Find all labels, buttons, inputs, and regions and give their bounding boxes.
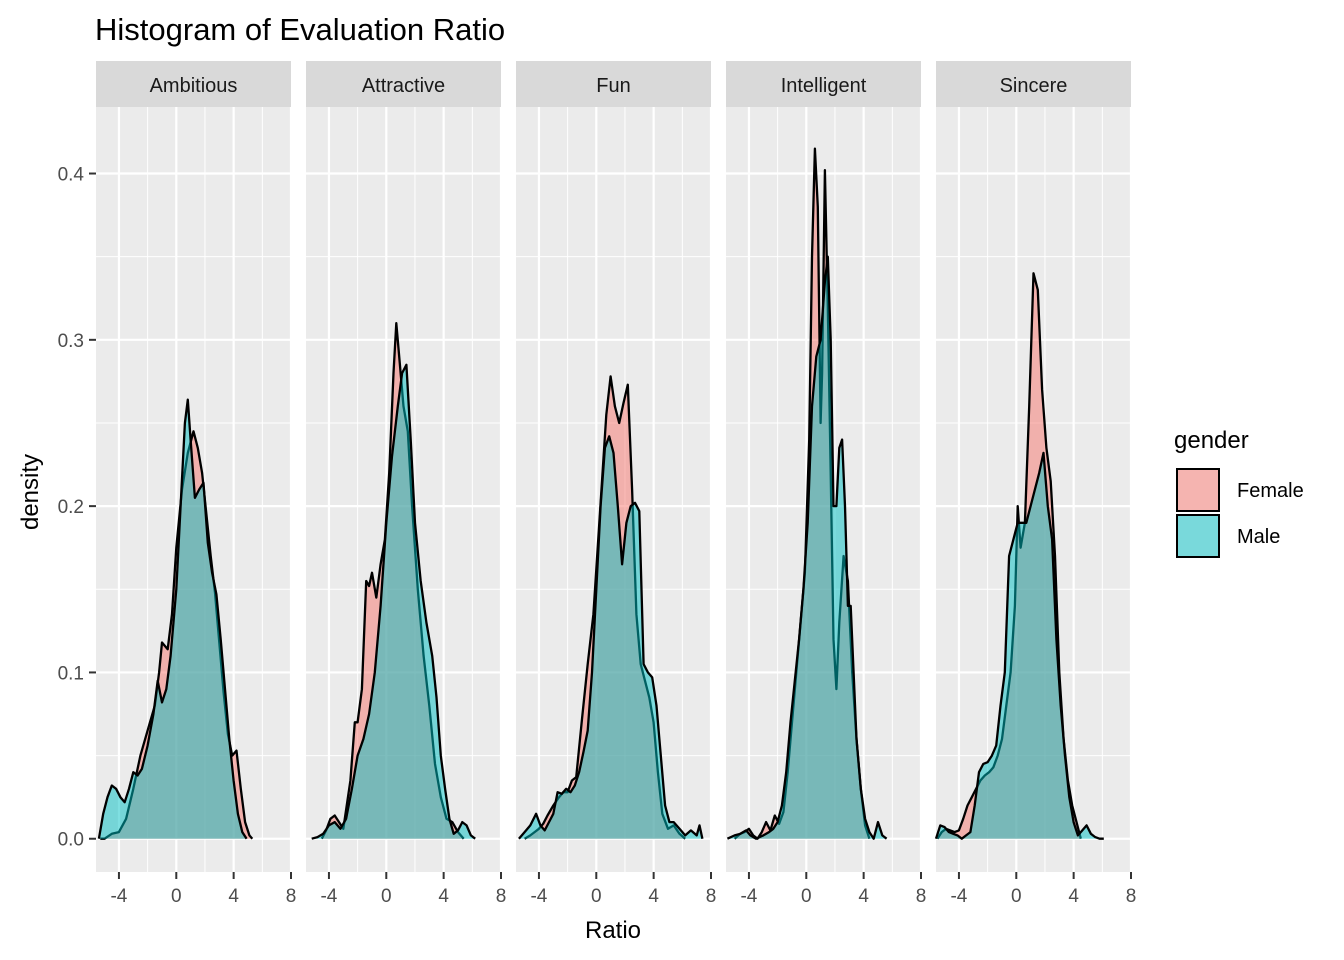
density-line-intelligent-male — [726, 255, 888, 840]
x-tick-label: 0 — [801, 886, 812, 907]
strip-intelligent — [726, 61, 921, 107]
y-axis: 0.0 0.1 0.2 0.3 0.4 — [58, 165, 96, 851]
panel-sincere: Sincere -4 0 4 8 — [934, 61, 1137, 907]
strip-label-intelligent: Intelligent — [781, 75, 867, 97]
strip-label-sincere: Sincere — [1000, 75, 1068, 97]
y-tick-label: 0.0 — [58, 830, 84, 851]
panel-attractive: Attractive -4 0 4 8 — [306, 61, 506, 907]
x-tick-label: -4 — [320, 886, 337, 907]
x-tick-label: 8 — [286, 886, 297, 907]
x-tick-label: 4 — [1068, 886, 1079, 907]
legend: gender Female Male — [1174, 427, 1304, 558]
x-tick-label: 8 — [706, 886, 717, 907]
density-line-fun-male — [518, 435, 704, 840]
x-tick-label: 8 — [496, 886, 507, 907]
strip-label-ambitious: Ambitious — [150, 75, 238, 97]
x-tick-label: 0 — [591, 886, 602, 907]
x-tick-label: -4 — [740, 886, 757, 907]
density-line-attractive-male — [311, 363, 476, 840]
strip-ambitious — [96, 61, 291, 107]
chart-title: Histogram of Evaluation Ratio — [95, 12, 505, 47]
legend-swatch-female — [1176, 468, 1220, 512]
density-line-sincere-male — [934, 451, 1104, 840]
strip-fun — [516, 61, 711, 107]
x-tick-label: 0 — [381, 886, 392, 907]
x-tick-label: 4 — [648, 886, 659, 907]
density-line-ambitious-male — [97, 398, 248, 840]
x-tick-label: -4 — [110, 886, 127, 907]
strip-sincere — [936, 61, 1131, 107]
x-tick-label: 4 — [438, 886, 449, 907]
panel-fun: Fun -4 0 4 8 — [516, 61, 716, 907]
legend-label-male: Male — [1237, 526, 1280, 548]
legend-swatch-male — [1176, 514, 1220, 558]
x-tick-label: -4 — [530, 886, 547, 907]
panel-ambitious: Ambitious -4 0 4 8 — [96, 61, 296, 907]
strip-label-fun: Fun — [596, 75, 630, 97]
strip-attractive — [306, 61, 501, 107]
y-tick-label: 0.4 — [58, 165, 85, 186]
legend-label-female: Female — [1237, 480, 1304, 502]
y-axis-label: density — [17, 454, 44, 530]
legend-items: Female Male — [1176, 468, 1304, 558]
density-area-attractive-male — [311, 364, 476, 839]
strip-label-attractive: Attractive — [362, 75, 445, 97]
density-area-sincere-male — [936, 452, 1104, 839]
legend-item-male: Male — [1176, 514, 1280, 558]
x-tick-label: -4 — [950, 886, 967, 907]
x-tick-label: 8 — [916, 886, 927, 907]
x-tick-label: 8 — [1126, 886, 1137, 907]
y-tick-label: 0.2 — [58, 497, 84, 518]
x-tick-label: 4 — [858, 886, 869, 907]
y-tick-label: 0.1 — [58, 663, 84, 684]
legend-item-female: Female — [1176, 468, 1304, 512]
y-tick-label: 0.3 — [58, 331, 84, 352]
density-area-fun-male — [518, 436, 703, 839]
legend-title: gender — [1174, 427, 1249, 454]
x-tick-label: 4 — [228, 886, 239, 907]
x-tick-label: 0 — [1011, 886, 1022, 907]
density-area-ambitious-male — [98, 399, 247, 839]
panel-intelligent: Intelligent -4 0 4 8 — [726, 61, 926, 907]
x-axis-label: Ratio — [585, 917, 641, 944]
x-tick-label: 0 — [171, 886, 182, 907]
